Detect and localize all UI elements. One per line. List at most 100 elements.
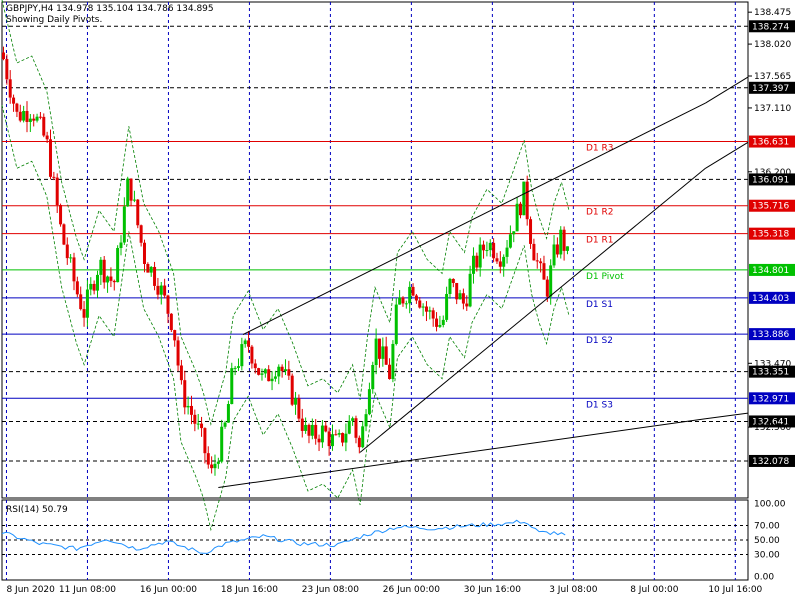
candle-body — [203, 428, 207, 454]
candle-body — [75, 281, 79, 295]
candle-body — [119, 242, 123, 248]
candle-body — [243, 340, 247, 345]
pivot-price-label: 133.886 — [752, 330, 789, 340]
time-tick-label: 18 Jun 16:00 — [221, 585, 278, 595]
candle-body — [18, 111, 22, 121]
candle-body — [85, 289, 89, 318]
trend-line — [242, 102, 706, 335]
candle-body — [324, 425, 328, 432]
candle-body — [166, 295, 170, 314]
candle-body — [562, 229, 566, 251]
candle-body — [189, 405, 193, 415]
candle-body — [69, 257, 73, 259]
candle-body — [552, 244, 556, 266]
candle-body — [176, 340, 180, 366]
candle-body — [327, 431, 331, 447]
candle-body — [65, 244, 69, 259]
candle-body — [142, 242, 146, 264]
trend-line — [359, 167, 706, 453]
candle-body — [260, 373, 264, 375]
candle-body — [233, 367, 237, 369]
candle-body — [89, 283, 93, 290]
level-price-box — [749, 81, 795, 94]
pivot-price-box — [749, 199, 795, 212]
candle-body — [179, 365, 183, 381]
level-price-box — [749, 454, 795, 467]
candle-body — [351, 418, 355, 421]
candle-body — [129, 178, 133, 201]
level-price-box — [749, 365, 795, 378]
candle-body — [300, 418, 304, 431]
candle-body — [502, 256, 506, 267]
candle-body — [455, 282, 459, 300]
candle-body — [210, 464, 214, 469]
candle-body — [371, 364, 375, 390]
time-tick-label: 11 Jun 08:00 — [59, 585, 116, 595]
candle-body — [196, 423, 200, 425]
candle-body — [518, 203, 522, 216]
pivot-price-label: 135.716 — [752, 202, 789, 212]
candle-body — [216, 461, 220, 464]
candle-body — [267, 369, 271, 382]
pivot-level-label: D1 R3 — [586, 144, 614, 154]
candle-body — [159, 285, 163, 295]
pivot-level-label: D1 R2 — [586, 208, 614, 218]
candle-body — [428, 310, 432, 312]
pivot-price-box — [749, 291, 795, 304]
pivot-price-label: 132.971 — [752, 394, 789, 404]
price-tick-label: 132.560 — [754, 423, 791, 433]
candle-body — [253, 363, 257, 369]
candle-body — [200, 423, 204, 429]
price-tick-label: 138.475 — [754, 8, 791, 18]
level-price-label: 136.091 — [752, 175, 789, 185]
trend-lines — [218, 76, 749, 488]
candle-body — [8, 79, 12, 98]
candle-body — [364, 414, 368, 427]
level-price-label: 132.078 — [752, 457, 789, 467]
candle-body — [451, 278, 455, 283]
candle-body — [381, 346, 385, 359]
candle-body — [488, 242, 492, 251]
candle-body — [99, 259, 103, 275]
pivot-price-box — [749, 392, 795, 405]
candle-body — [404, 303, 408, 305]
time-tick-label: 16 Jun 00:00 — [140, 585, 197, 595]
rsi-tick-label: 50.00 — [754, 536, 780, 546]
candle-body — [72, 257, 76, 282]
bollinger-bands — [1, 0, 570, 532]
candle-body — [361, 426, 365, 448]
candle-body — [236, 366, 240, 368]
candle-body — [465, 303, 469, 307]
candle-body — [297, 398, 301, 419]
candle-body — [421, 306, 425, 308]
candle-body — [424, 306, 428, 312]
candle-body — [283, 369, 287, 372]
candle-body — [535, 260, 539, 262]
candle-body — [223, 422, 227, 427]
candle-body — [220, 426, 224, 462]
candle-body — [307, 424, 311, 436]
candle-body — [136, 199, 140, 226]
time-tick-label: 3 Jul 08:00 — [549, 585, 598, 595]
trend-line — [218, 418, 706, 488]
candle-body — [377, 338, 381, 359]
candle-body — [294, 398, 298, 405]
candle-body — [122, 206, 126, 243]
candle-body — [153, 266, 157, 286]
candle-body — [95, 274, 99, 291]
candle-body — [431, 310, 435, 319]
candle-body — [498, 261, 502, 267]
time-tick-label: 8 Jun 2020 — [6, 585, 55, 595]
pivot-price-box — [749, 328, 795, 341]
candle-body — [418, 300, 422, 308]
candle-body — [263, 369, 267, 374]
candle-body — [156, 285, 160, 295]
candle-body — [183, 380, 187, 408]
candle-body — [59, 205, 63, 225]
pivot-price-box — [749, 263, 795, 276]
level-price-box — [749, 20, 795, 33]
candle-body — [347, 420, 351, 434]
price-tick-label: 137.110 — [754, 104, 791, 114]
candle-body — [22, 111, 26, 121]
